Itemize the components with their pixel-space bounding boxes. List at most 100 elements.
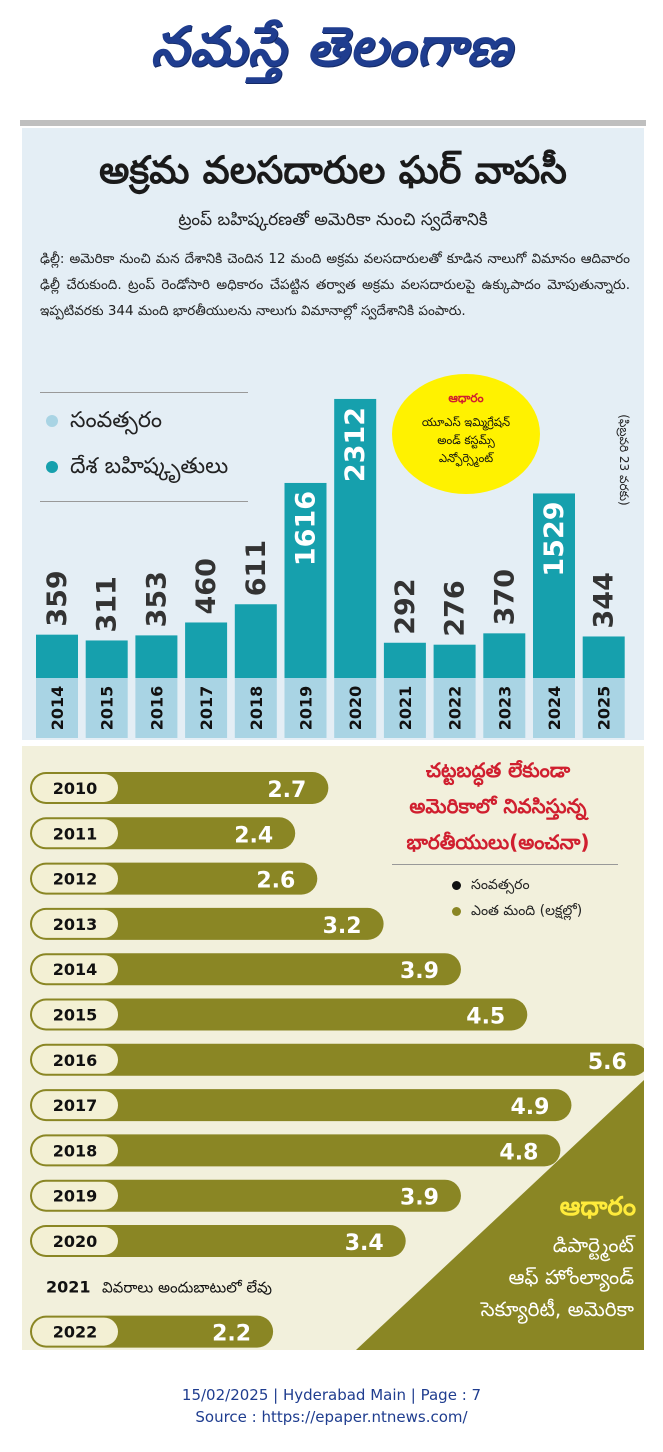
value-label-2013: 3.2	[323, 914, 362, 939]
year-label-2020: 2020	[346, 686, 365, 731]
legend-label-count: ఎంత మంది (లక్షల్లో)	[471, 903, 583, 919]
chart1-date-note: (ఫిబ్రవరి 23 వరకు)	[604, 380, 631, 540]
bar-2025	[582, 636, 625, 678]
source-line: ఆఫ్ హోంల్యాండ్	[508, 1265, 634, 1289]
year-label-2015: 2015	[53, 1006, 98, 1025]
corner-triangle	[356, 1080, 644, 1350]
year-label-2024: 2024	[545, 686, 564, 731]
page-footer: 15/02/2025 | Hyderabad Main | Page : 7 S…	[0, 1384, 663, 1444]
source-line: ఎన్ఫోర్స్మెంట్	[438, 451, 494, 465]
deportations-bar-chart: 2014 359 2015 311 2016 353 2017 460 2018 611 2019 1…	[36, 398, 625, 738]
source-line: యూఎస్ ఇమ్మిగ్రేషన్	[421, 415, 511, 429]
year-pill-2013	[32, 909, 118, 938]
value-label-2010: 2.7	[267, 778, 306, 803]
value-label-2018: 611	[241, 540, 272, 596]
legend-swatch-count	[452, 906, 461, 916]
year-strip-2018	[234, 678, 277, 738]
hbar-2013	[30, 907, 384, 940]
chart1-source-badge: ఆధారం యూఎస్ ఇమ్మిగ్రేషన్ అండ్ కస్టమ్స్ ఎ…	[392, 374, 540, 494]
legend-label-deportees: దేశ బహిష్కృతులు	[70, 454, 229, 479]
footer-source: Source : https://epaper.ntnews.com/	[195, 1408, 468, 1426]
legend-label-year: సంవత్సరం	[70, 408, 163, 433]
bar-2014	[36, 634, 78, 678]
year-label-2010: 2010	[53, 779, 98, 798]
year-label-2011: 2011	[53, 824, 98, 843]
date-note-text: (ఫిబ్రవరి 23 వరకు)	[617, 414, 631, 506]
source-heading: ఆధారం	[448, 391, 484, 405]
undocumented-bar-chart: 2010 2.7 2011 2.4 2012 2.6 2013 3.2 2014 3.9 2015 4…	[30, 772, 644, 1348]
year-pill-2012	[32, 864, 118, 893]
year-strip-2023	[483, 678, 526, 738]
value-label-2015: 311	[92, 576, 123, 632]
value-label-2011: 2.4	[234, 823, 273, 848]
hbar-2017	[30, 1089, 572, 1122]
chart2-legend: సంవత్సరం ఎంత మంది (లక్షల్లో)	[392, 864, 618, 929]
year-label-2016: 2016	[147, 686, 166, 731]
hbar-2015	[30, 998, 528, 1031]
value-label-2021: 292	[390, 578, 421, 634]
year-pill-2020	[32, 1227, 118, 1255]
value-label-2018: 4.8	[499, 1140, 538, 1165]
year-strip-2014	[36, 678, 78, 738]
value-label-2015: 4.5	[466, 1005, 505, 1030]
year-label-2017: 2017	[197, 686, 216, 731]
year-label-2013: 2013	[53, 915, 98, 934]
year-label-2022: 2022	[446, 686, 465, 731]
missing-data-note: వివరాలు అందుబాటులో లేవు	[102, 1278, 272, 1296]
value-label-2014: 359	[42, 570, 73, 626]
year-label-2021: 2021	[46, 1277, 91, 1296]
article-headline: అక్రమ వలసదారుల ఘర్ వాపసీ	[99, 148, 567, 192]
year-pill-2019	[32, 1181, 118, 1210]
legend-item-year: సంవత్సరం	[452, 871, 530, 899]
bar-2020	[334, 398, 377, 678]
year-pill-2017	[32, 1091, 118, 1120]
value-label-2019: 1616	[291, 491, 322, 566]
year-strip-2025	[582, 678, 625, 738]
newspaper-logo: నమస్తే తెలంగాణ	[150, 14, 513, 78]
year-strip-2022	[433, 678, 476, 738]
year-label-2021: 2021	[396, 686, 415, 731]
value-label-2017: 460	[191, 558, 222, 614]
hbar-2016	[30, 1043, 644, 1076]
legend-swatch-year	[452, 880, 461, 890]
masthead: నమస్తే తెలంగాణ	[0, 0, 663, 110]
hbar-2019	[30, 1179, 461, 1212]
year-label-2025: 2025	[595, 686, 614, 731]
legend-item-count: ఎంత మంది (లక్షల్లో)	[452, 897, 582, 925]
year-strip-2016	[135, 678, 178, 738]
bar-2024	[533, 493, 575, 678]
year-label-2019: 2019	[53, 1187, 98, 1206]
year-pill-2010	[32, 774, 118, 802]
article-subhead: ట్రంప్ బహిష్కరణతో అమెరికా నుంచి స్వదేశాన…	[178, 210, 488, 230]
chart2-source: ఆధారం డిపార్ట్మెంట్ ఆఫ్ హోంల్యాండ్ సెక్య…	[420, 1190, 640, 1340]
year-pill-2018	[32, 1136, 118, 1165]
hbar-2020	[30, 1225, 406, 1257]
year-label-2016: 2016	[53, 1051, 98, 1070]
year-strip-2020	[334, 678, 377, 738]
value-label-2014: 3.9	[400, 959, 439, 984]
chart1-legend: సంవత్సరం దేశ బహిష్కృతులు	[40, 392, 248, 502]
source-line: డిపార్ట్మెంట్	[552, 1233, 634, 1257]
value-label-2019: 3.9	[400, 1186, 439, 1211]
year-pill-2011	[32, 819, 118, 848]
bar-2016	[135, 635, 178, 678]
source-line: అండ్ కస్టమ్స్	[437, 433, 495, 447]
year-label-2019: 2019	[297, 686, 316, 731]
year-label-2018: 2018	[53, 1141, 98, 1160]
year-strip-2015	[85, 678, 128, 738]
source-heading: ఆధారం	[559, 1192, 636, 1222]
year-strip-2021	[383, 678, 426, 738]
chart2-title: చట్టబద్ధత లేకుండా అమెరికాలో నివసిస్తున్న…	[378, 752, 618, 862]
year-pill-2015	[32, 1000, 118, 1029]
value-label-2024: 1529	[539, 501, 570, 576]
footer-edition: 15/02/2025 | Hyderabad Main | Page : 7	[181, 1386, 482, 1404]
bar-2023	[483, 633, 526, 678]
value-label-2022: 276	[440, 580, 471, 636]
chart2-title-line: అమెరికాలో నివసిస్తున్న	[409, 794, 587, 818]
year-strip-2017	[185, 678, 228, 738]
value-label-2020: 2312	[340, 407, 371, 482]
bar-2021	[383, 642, 426, 678]
value-label-2022: 2.2	[212, 1322, 251, 1347]
legend-item-deportees: దేశ బహిష్కృతులు	[46, 447, 228, 487]
bar-2019	[284, 482, 327, 678]
